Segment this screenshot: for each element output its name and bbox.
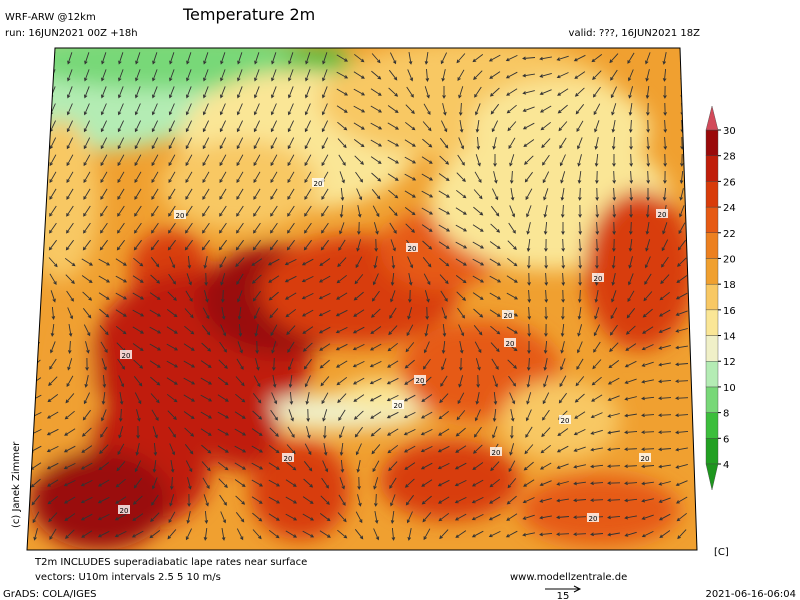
temperature-region: [380, 440, 520, 520]
contour-label: 20: [561, 417, 570, 425]
timestamp: 2021-06-16-06:04: [705, 589, 796, 600]
contour-label-box: [406, 243, 418, 252]
reference-value: 15: [557, 591, 570, 600]
contour-label: 20: [506, 340, 515, 348]
run-label: run: 16JUN2021 00Z +18h: [5, 28, 138, 39]
colorbar-segment: [705, 386, 719, 413]
contour-label-box: [282, 453, 294, 462]
contour-label-box: [174, 210, 186, 219]
contour-label-box: [587, 513, 599, 522]
map-frame: [26, 47, 698, 551]
colorbar-tick-label: 28: [723, 152, 736, 163]
contour-label: 20: [416, 377, 425, 385]
colorbar-tick-label: 24: [723, 203, 736, 214]
contour-label-box: [490, 447, 502, 456]
colorbar-tick-label: 18: [723, 280, 736, 291]
map-area: 20 20 20 20 20 20 20 20 20 20 20 20 20 20 20 20: [27, 48, 697, 550]
temperature-region: [27, 290, 95, 490]
colorbar-segment: [705, 155, 719, 182]
temperature-region: [27, 48, 320, 90]
colorbar-tick-label: 6: [723, 434, 729, 445]
contour-label-box: [656, 209, 668, 218]
contour-label: 20: [658, 211, 667, 219]
colorbar-segment: [705, 438, 719, 465]
valid-label: valid: ???, 16JUN2021 18Z: [569, 28, 701, 39]
contour-label: 20: [492, 449, 501, 457]
colorbar-segment: [705, 232, 719, 259]
contour-label: 20: [589, 515, 598, 523]
colorbar-tick-label: 20: [723, 254, 736, 265]
credit: (c) Janek Zimmer: [11, 441, 22, 528]
colorbar: 4 6 8 10 12 14 16 18 20 22 24 26 28 30: [705, 105, 736, 491]
contour-label-box: [639, 453, 651, 462]
contour-label-box: [120, 350, 132, 359]
website: www.modellzentrale.de: [510, 572, 627, 583]
colorbar-tick-label: 8: [723, 409, 729, 420]
colorbar-tick-label: 22: [723, 229, 736, 240]
colorbar-tick-label: 16: [723, 306, 736, 317]
colorbar-segment: [705, 181, 719, 208]
contour-label: 20: [122, 352, 131, 360]
colorbar-segment: [705, 335, 719, 362]
reference-arrow: [545, 585, 582, 593]
colorbar-segment: [705, 309, 719, 336]
colorbar-segment: [705, 283, 719, 311]
contour-label-box: [559, 415, 571, 424]
contour-label-box: [392, 400, 404, 409]
unit-label: [C]: [714, 547, 729, 558]
note: T2m INCLUDES superadiabatic lape rates n…: [34, 557, 307, 568]
colorbar-segment: [705, 412, 719, 439]
temperature-region: [160, 140, 320, 230]
contour-label-box: [592, 273, 604, 282]
contour-label: 20: [594, 275, 603, 283]
contour-label-box: [504, 338, 516, 347]
temperature-region: [520, 475, 680, 545]
colorbar-segment: [705, 206, 719, 233]
contour-label: 20: [394, 402, 403, 410]
contour-label: 20: [641, 455, 650, 463]
contour-label-box: [414, 375, 426, 384]
software: GrADS: COLA/IGES: [3, 589, 97, 600]
colorbar-tick-label: 26: [723, 177, 736, 188]
temperature-region: [27, 120, 100, 280]
contour-label: 20: [176, 212, 185, 220]
colorbar-under: [705, 463, 719, 491]
temperature-region: [585, 190, 695, 350]
colorbar-segment: [705, 258, 719, 285]
contour-label-box: [118, 505, 130, 514]
contour-label: 20: [120, 507, 129, 515]
contour-label: 20: [314, 180, 323, 188]
colorbar-tick-label: 12: [723, 357, 736, 368]
vectors-note: vectors: U10m intervals 2.5 5 10 m/s: [35, 572, 221, 583]
colorbar-segment: [705, 129, 719, 156]
colorbar-tick-label: 14: [723, 332, 736, 343]
model-label: WRF-ARW @12km: [5, 12, 96, 23]
colorbar-over: [705, 105, 719, 131]
colorbar-tick-label: 10: [723, 383, 736, 394]
contour-label: 20: [284, 455, 293, 463]
colorbar-tick-label: 30: [723, 126, 736, 137]
contour-label-box: [502, 310, 514, 319]
colorbar-tick-label: 4: [723, 460, 729, 471]
contour-label: 20: [408, 245, 417, 253]
map-title: Temperature 2m: [182, 5, 315, 24]
contour-label: 20: [504, 312, 513, 320]
temperature-field: [27, 48, 695, 550]
temperature-region: [200, 390, 280, 470]
colorbar-segment: [705, 361, 719, 388]
contour-label-box: [312, 178, 324, 187]
